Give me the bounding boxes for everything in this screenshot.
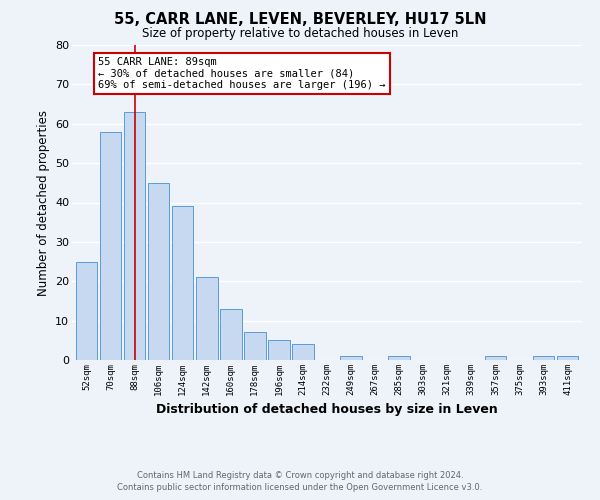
Text: 55, CARR LANE, LEVEN, BEVERLEY, HU17 5LN: 55, CARR LANE, LEVEN, BEVERLEY, HU17 5LN xyxy=(114,12,486,28)
Y-axis label: Number of detached properties: Number of detached properties xyxy=(37,110,50,296)
Bar xyxy=(172,206,193,360)
Text: 55 CARR LANE: 89sqm
← 30% of detached houses are smaller (84)
69% of semi-detach: 55 CARR LANE: 89sqm ← 30% of detached ho… xyxy=(98,57,386,90)
Bar xyxy=(196,278,218,360)
Bar xyxy=(124,112,145,360)
Bar xyxy=(485,356,506,360)
Bar xyxy=(340,356,362,360)
Bar xyxy=(244,332,266,360)
Text: Contains HM Land Registry data © Crown copyright and database right 2024.
Contai: Contains HM Land Registry data © Crown c… xyxy=(118,471,482,492)
Bar xyxy=(533,356,554,360)
Bar xyxy=(292,344,314,360)
Bar xyxy=(76,262,97,360)
Bar xyxy=(100,132,121,360)
Bar xyxy=(388,356,410,360)
Bar xyxy=(557,356,578,360)
X-axis label: Distribution of detached houses by size in Leven: Distribution of detached houses by size … xyxy=(156,404,498,416)
Bar xyxy=(148,183,169,360)
Bar xyxy=(220,309,242,360)
Text: Size of property relative to detached houses in Leven: Size of property relative to detached ho… xyxy=(142,28,458,40)
Bar xyxy=(268,340,290,360)
